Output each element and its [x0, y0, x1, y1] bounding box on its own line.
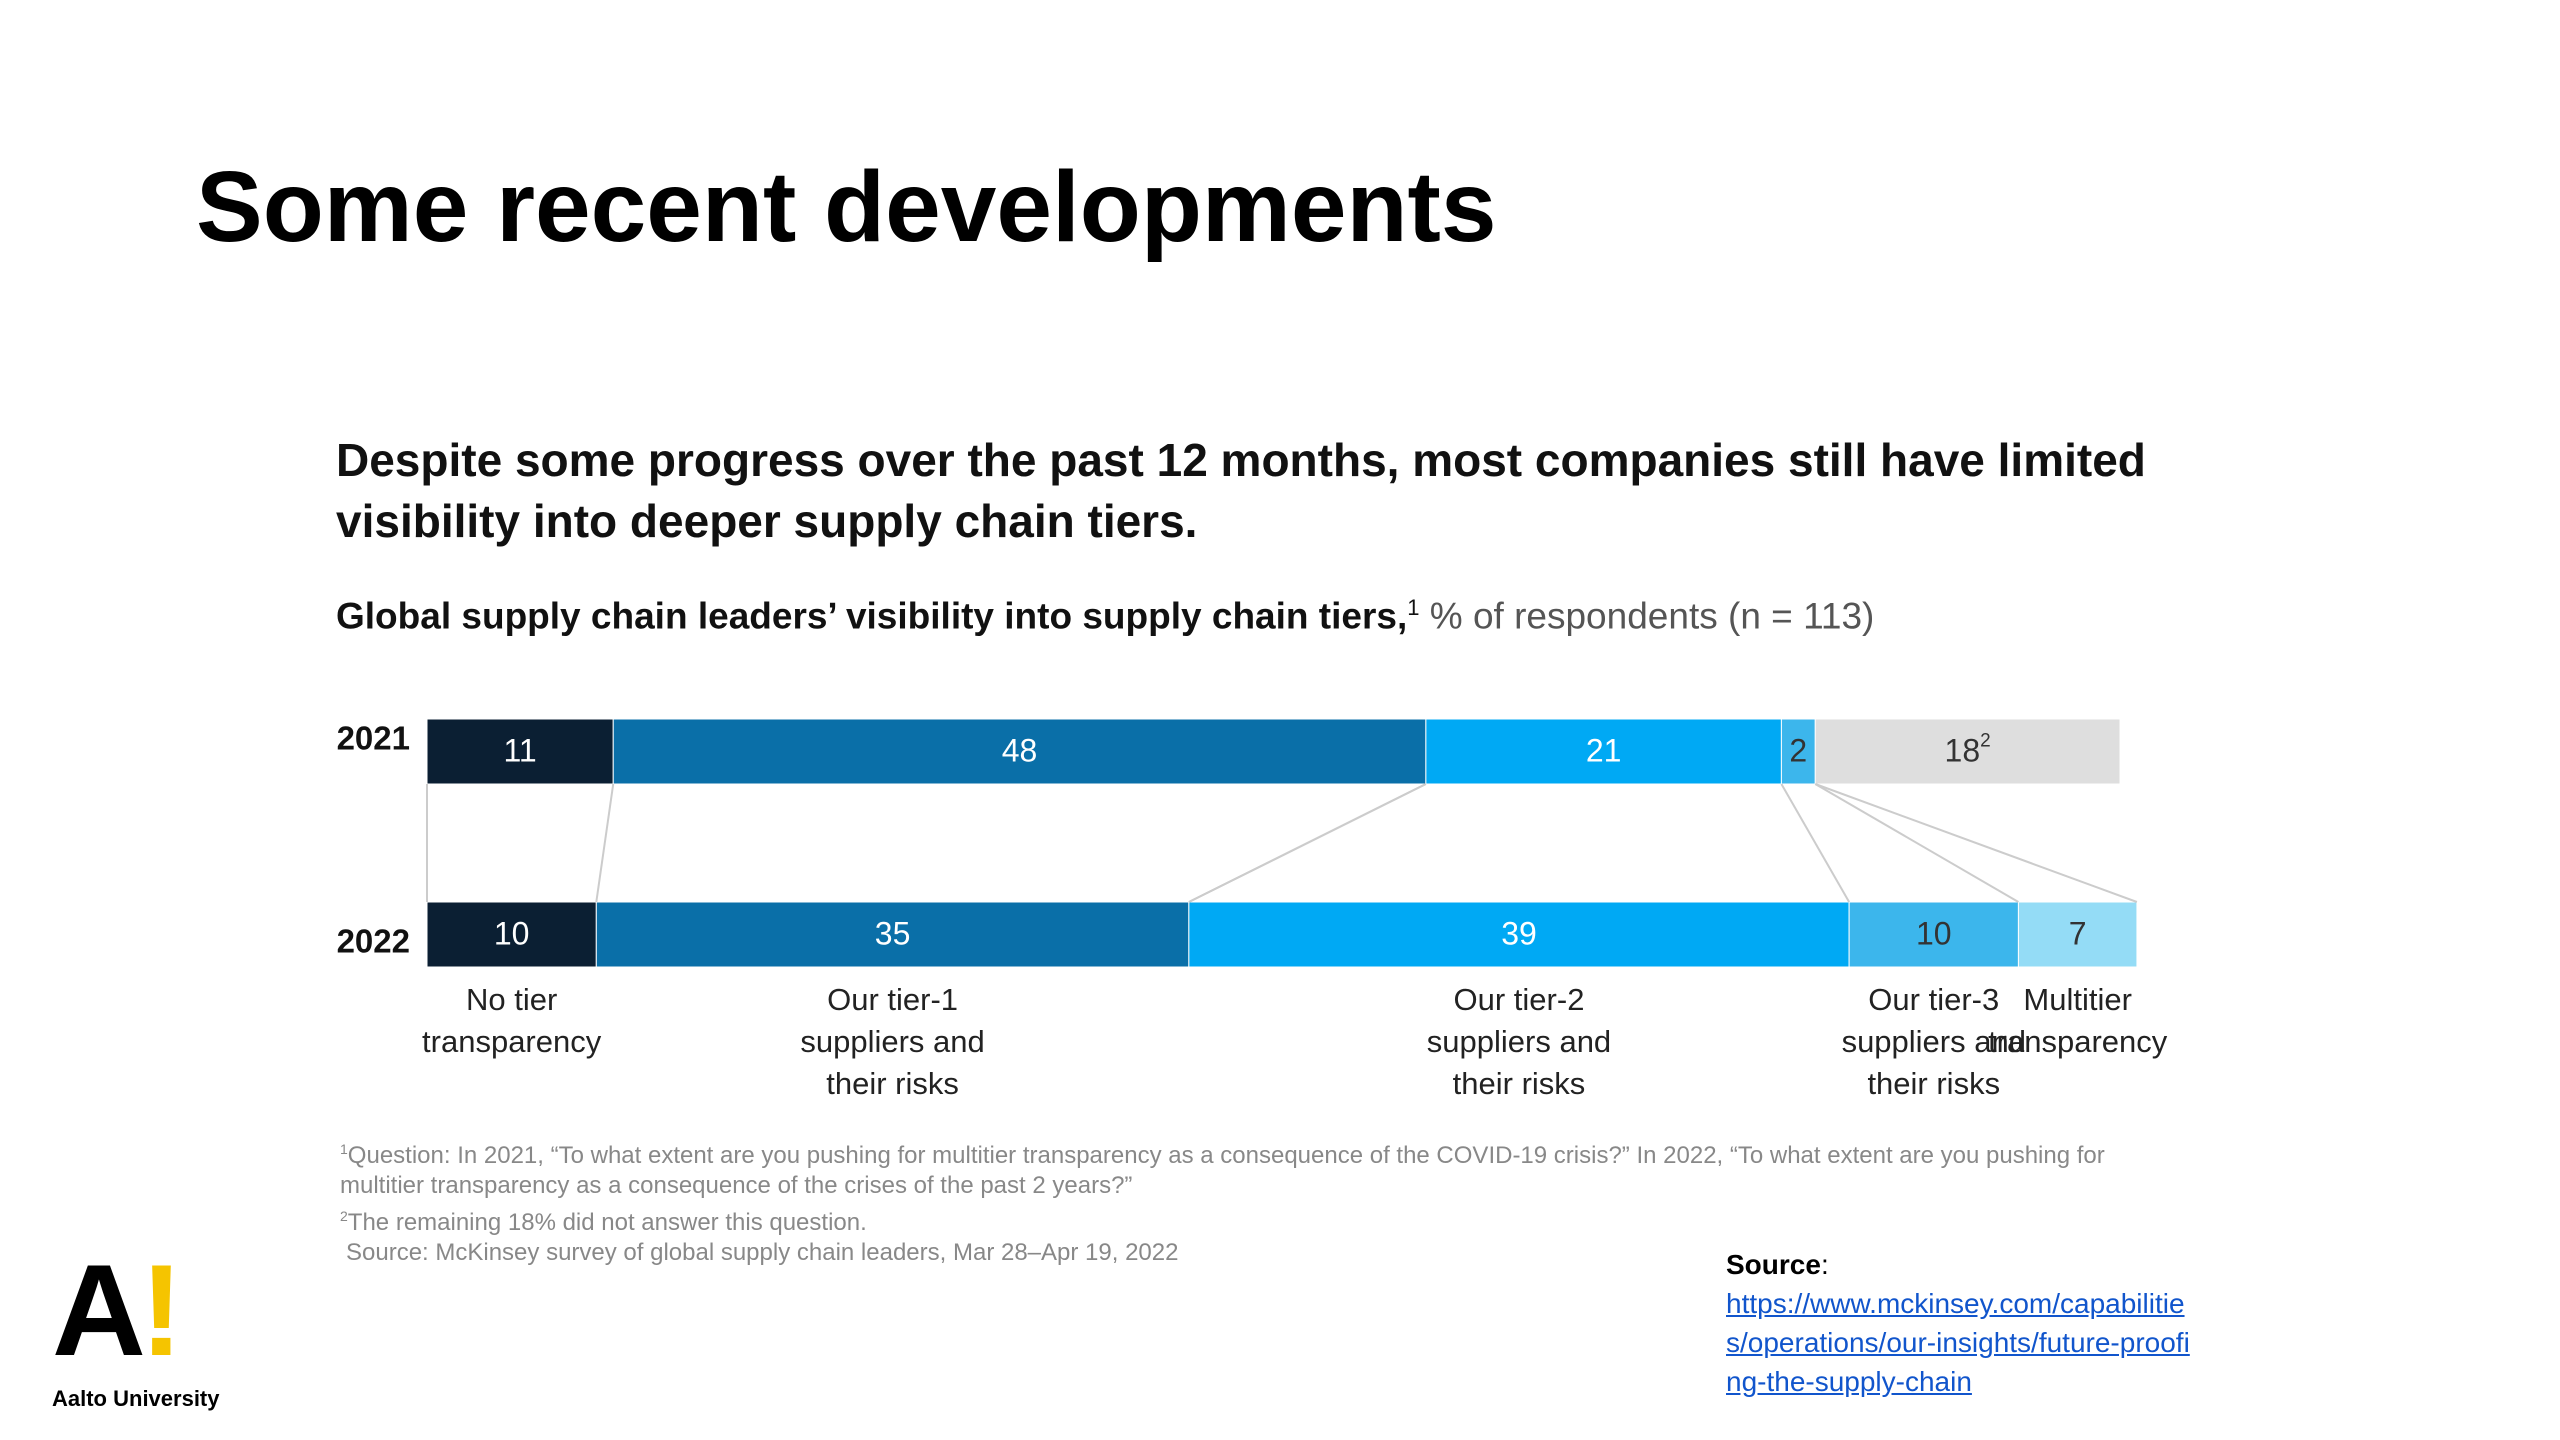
footnote: 1Question: In 2021, “To what extent are … [340, 1134, 2140, 1201]
bar-segment [1848, 901, 2019, 968]
subtitle-rest: % of respondents (n = 113) [1429, 595, 1875, 637]
connector [1814, 783, 2138, 903]
series-name: Our tier-1 suppliers and their risks [800, 982, 985, 1101]
value-label: 2 [1789, 733, 1807, 769]
chart-title: Despite some progress over the past 12 m… [336, 434, 2146, 547]
value-note: 2 [1980, 731, 1991, 752]
category-label: 2022 [337, 923, 410, 960]
value-label: 39 [1501, 916, 1537, 952]
footnote-text: The remaining 18% did not answer this qu… [347, 1209, 867, 1236]
bar-segment [1814, 718, 2121, 785]
value-label: 10 [494, 916, 530, 952]
value-text: 11 [504, 733, 537, 769]
connector [1814, 783, 2019, 903]
connector [1780, 783, 1850, 903]
value-text: 21 [1586, 733, 1622, 769]
value-label: 48 [1002, 733, 1038, 769]
value-text: 48 [1002, 733, 1038, 769]
bar-segment [1188, 901, 1850, 968]
value-label: 21 [1586, 733, 1622, 769]
footnote: 2The remaining 18% did not answer this q… [340, 1201, 2140, 1238]
bar-segment [426, 718, 614, 785]
value-text: 10 [1916, 916, 1952, 952]
bar-segment [1780, 718, 1816, 785]
logo: A! [52, 1237, 183, 1383]
source-label: Source [1726, 1249, 1821, 1280]
bar-segment [426, 901, 597, 968]
subtitle-note: 1 [1407, 595, 1420, 620]
value-text: 18 [1945, 733, 1981, 769]
value-label: 182 [1945, 731, 1991, 769]
chart-subtitle: Global supply chain leaders’ visibility … [336, 595, 1874, 637]
footnote-text: Question: In 2021, “To what extent are y… [340, 1142, 2105, 1199]
logo-text: Aalto University [52, 1386, 220, 1411]
value-label: 11 [504, 733, 537, 769]
slide-title: Some recent developments [196, 151, 1497, 263]
footnote: Source: McKinsey survey of global supply… [340, 1238, 2140, 1268]
logo-exclamation: ! [139, 1237, 183, 1383]
category-label: 2021 [337, 720, 410, 757]
series-name: Our tier-3 suppliers and their risks [1841, 982, 2026, 1101]
footnotes: 1Question: In 2021, “To what extent are … [340, 1134, 2140, 1268]
bar-segment [595, 901, 1190, 968]
series-name: Our tier-2 suppliers and their risks [1426, 982, 1612, 1101]
series-name: Multitier transparency [1988, 982, 2168, 1059]
footnote-text: Source: McKinsey survey of global supply… [346, 1239, 1179, 1266]
bar-segment [2017, 901, 2138, 968]
subtitle-bold: Global supply chain leaders’ visibility … [336, 595, 1408, 637]
connector [595, 783, 615, 903]
source: Source: https://www.mckinsey.com/capabili… [1726, 1245, 2196, 1401]
value-label: 35 [875, 916, 911, 952]
footnote-mark: 1 [340, 1141, 348, 1157]
source-link[interactable]: https://www.mckinsey.com/capabilities/op… [1726, 1288, 2190, 1397]
value-text: 10 [494, 916, 530, 952]
source-colon: : [1820, 1249, 1829, 1280]
value-text: 35 [875, 916, 911, 952]
connector [1188, 783, 1427, 903]
value-text: 7 [2069, 916, 2087, 952]
series-name: No tier transparency [422, 982, 602, 1059]
value-label: 7 [2069, 916, 2087, 952]
value-text: 39 [1501, 916, 1537, 952]
value-text: 2 [1789, 733, 1807, 769]
value-label: 10 [1916, 916, 1952, 952]
footnote-mark: 2 [340, 1208, 348, 1224]
